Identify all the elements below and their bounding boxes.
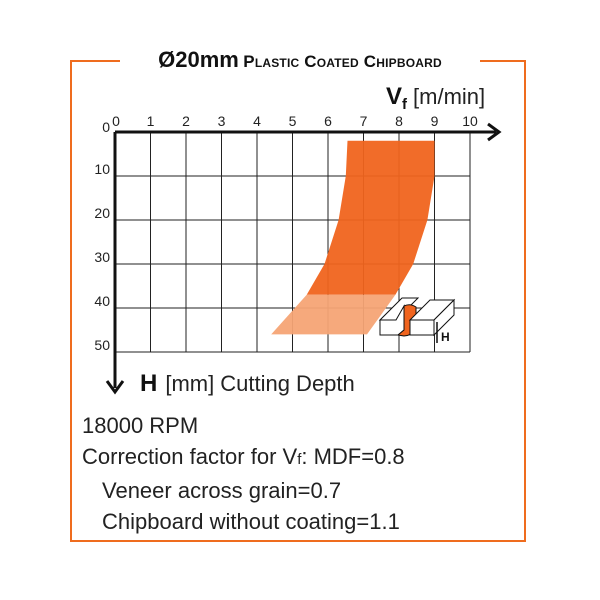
axes [105,122,502,395]
y-tick-label: 20 [94,205,110,221]
correction-note: Correction factor for Vf: MDF=0.8 [82,441,522,475]
y-tick-label: 30 [94,249,110,265]
y-axis-arrow [105,380,125,395]
y-axis-label: H [mm] Cutting Depth [140,370,355,397]
y-tick-label: 10 [94,161,110,177]
rpm-note: 18000 RPM [82,413,199,438]
title-material: Plastic Coated Chipboard [243,52,442,71]
inset-board-right-side [433,298,455,337]
x-tick-label: 10 [462,113,478,129]
x-tick-labels: 0 1 2 3 4 5 6 7 8 9 10 [112,113,478,129]
title-size: Ø20mm [158,47,239,72]
inset-board-right [409,319,435,336]
y-tick-label: 0 [102,119,110,135]
y-tick-label: 40 [94,293,110,309]
notes-block: 18000 RPM Correction factor for Vf: MDF=… [82,410,522,537]
x-axis-subscript: f [402,96,408,113]
x-tick-label: 0 [112,113,120,129]
correction-suffix: : MDF=0.8 [301,444,405,469]
y-axis-symbol: H [140,370,157,397]
x-axis-arrow [487,122,502,142]
feed-rate-bands [271,140,435,335]
x-tick-label: 5 [289,113,297,129]
band-dark [306,140,435,295]
x-axis-label: Vf [m/min] [386,83,485,113]
x-tick-label: 6 [324,113,332,129]
x-tick-label: 7 [360,113,368,129]
x-tick-label: 9 [431,113,439,129]
correction-subscript: f [297,451,302,468]
chipboard-note: Chipboard without coating=1.1 [102,509,400,534]
band-light [271,294,396,335]
inset-depth-label: H [441,330,450,344]
cutting-depth-inset: H [378,297,456,344]
y-tick-labels: 0 10 20 30 40 50 [94,119,110,353]
x-axis-symbol: V [386,83,402,110]
y-axis-name: Cutting Depth [220,371,355,396]
y-axis-unit: [mm] [165,371,214,396]
x-axis-unit: [m/min] [413,84,485,109]
x-tick-label: 1 [147,113,155,129]
veneer-note: Veneer across grain=0.7 [102,478,342,503]
chart-title: Ø20mm Plastic Coated Chipboard [120,44,480,76]
correction-prefix: Correction factor for V [82,444,298,469]
x-tick-label: 4 [253,113,261,129]
y-tick-label: 50 [94,337,110,353]
x-tick-label: 8 [395,113,403,129]
x-tick-label: 2 [182,113,190,129]
x-tick-label: 3 [218,113,226,129]
